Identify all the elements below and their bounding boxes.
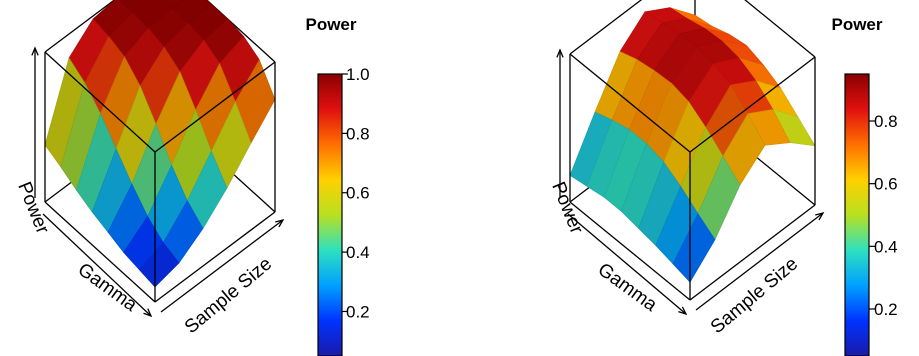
color-legend: Power 0.2 0.4 0.6 0.8: [831, 15, 898, 356]
box-edge: [689, 204, 816, 301]
box-edge: [569, 0, 643, 55]
surface-panel-1: Gamma Sample Size Power Power 0.2 0.4 0.6 0.8 1.…: [13, 0, 370, 356]
legend-tick-label: 0.6: [346, 184, 370, 203]
sample-size-axis-label: Sample Size: [181, 253, 276, 338]
sample-size-axis-arrow-head: [815, 211, 825, 221]
box-edge: [569, 53, 691, 153]
gamma-axis-arrow-head: [678, 306, 688, 316]
legend-title: Power: [831, 15, 882, 34]
color-legend: Power 0.2 0.4 0.6 0.8 1.0: [305, 15, 370, 356]
surface-facet: [162, 0, 185, 9]
box-edge: [744, 0, 816, 58]
color-bar: [317, 73, 343, 356]
legend-tick-label: 0.8: [874, 112, 898, 131]
power-axis-label: Power: [547, 179, 587, 237]
box-edge: [569, 201, 691, 301]
gamma-axis-arrow: [567, 213, 687, 315]
box-edge: [44, 0, 116, 53]
legend-tick-label: 1.0: [346, 65, 370, 84]
legend-title: Power: [305, 15, 356, 34]
legend-tick-label: 0.2: [346, 302, 370, 321]
power-axis-label: Power: [13, 179, 53, 237]
power-axis-arrow-head: [556, 48, 564, 58]
power-axis-arrow-head: [31, 46, 39, 56]
color-bar: [844, 73, 870, 356]
box-edge: [154, 211, 276, 303]
surface-facet: [672, 213, 716, 283]
box-edge: [44, 201, 156, 303]
gamma-axis-arrow: [42, 213, 152, 317]
legend-tick-label: 0.4: [874, 237, 898, 256]
sample-size-axis-arrow: [695, 212, 824, 311]
box-edge: [154, 61, 276, 153]
legend-tick-label: 0.6: [874, 175, 898, 194]
gamma-axis-arrow-head: [143, 308, 153, 318]
box-edge: [44, 51, 156, 153]
sample-size-axis-arrow: [160, 219, 284, 313]
gamma-axis-label: Gamma: [74, 259, 141, 316]
surface-facet: [138, 242, 180, 288]
sample-size-axis-arrow-head: [275, 218, 285, 228]
legend-tick-label: 0.2: [874, 300, 898, 319]
box-edge: [689, 56, 816, 153]
legend-tick-label: 0.8: [346, 124, 370, 143]
legend-tick-label: 0.4: [346, 243, 370, 262]
